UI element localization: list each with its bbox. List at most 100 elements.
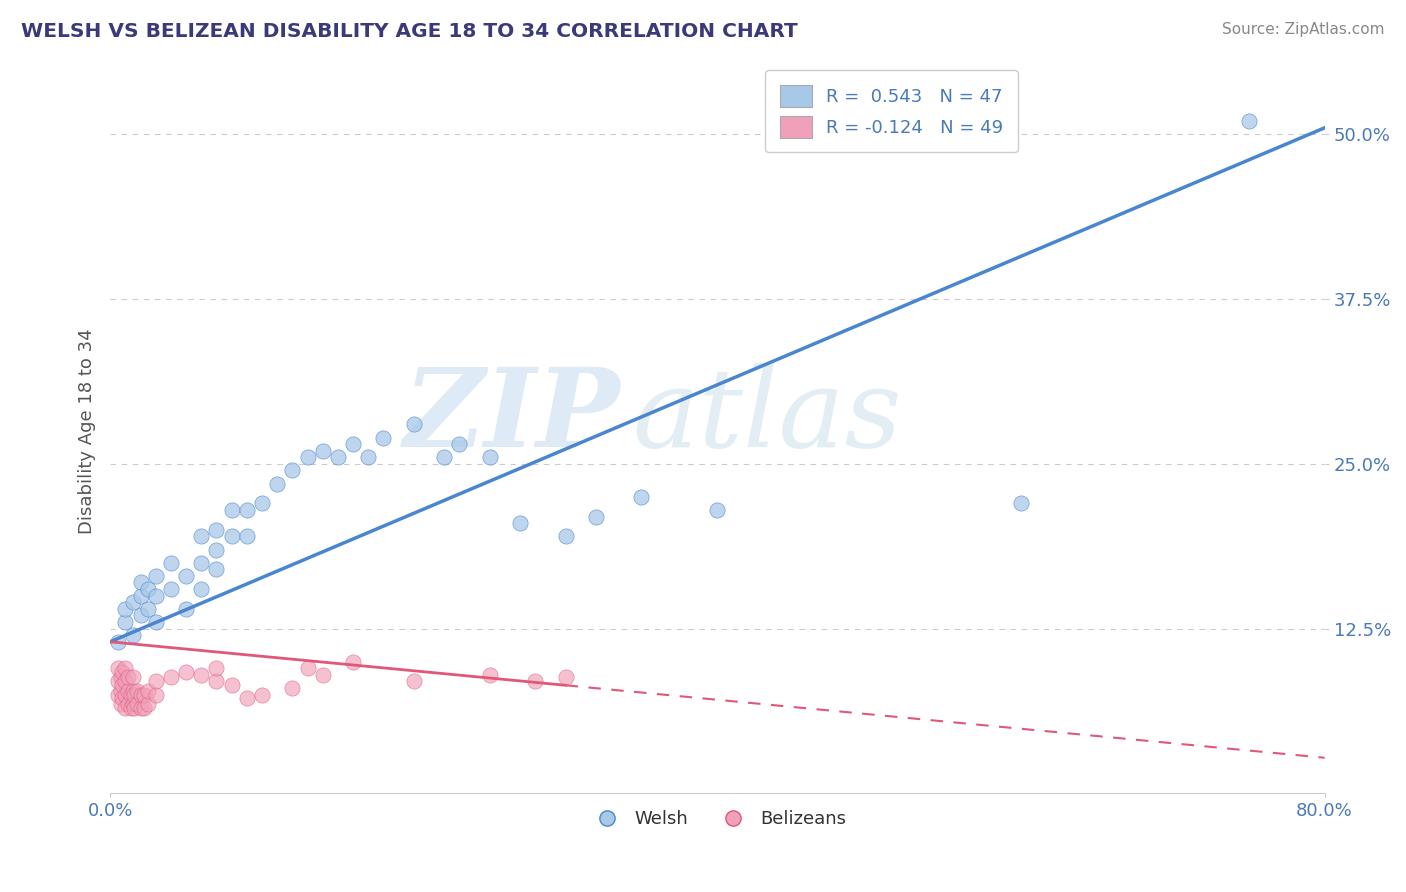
Point — [1237, 114, 1260, 128]
Point — [554, 670, 576, 684]
Point — [342, 437, 364, 451]
Point — [129, 589, 152, 603]
Point — [190, 529, 212, 543]
Point — [110, 683, 132, 698]
Point — [124, 688, 146, 702]
Point — [221, 529, 243, 543]
Point — [250, 496, 273, 510]
Point — [127, 683, 149, 698]
Point — [297, 661, 319, 675]
Point — [136, 683, 159, 698]
Point — [297, 450, 319, 465]
Point — [111, 678, 134, 692]
Point — [132, 700, 155, 714]
Point — [236, 503, 259, 517]
Point — [174, 602, 197, 616]
Point — [174, 569, 197, 583]
Point — [236, 529, 259, 543]
Point — [129, 700, 152, 714]
Point — [110, 697, 132, 711]
Point — [122, 697, 145, 711]
Point — [129, 608, 152, 623]
Point — [250, 688, 273, 702]
Point — [205, 523, 228, 537]
Point — [114, 700, 136, 714]
Text: atlas: atlas — [633, 363, 903, 470]
Point — [205, 674, 228, 689]
Text: Source: ZipAtlas.com: Source: ZipAtlas.com — [1222, 22, 1385, 37]
Point — [205, 661, 228, 675]
Point — [326, 450, 349, 465]
Point — [117, 670, 139, 684]
Point — [357, 450, 380, 465]
Point — [402, 417, 425, 432]
Point — [205, 562, 228, 576]
Point — [1010, 496, 1032, 510]
Point — [190, 582, 212, 596]
Point — [122, 628, 145, 642]
Point — [111, 691, 134, 706]
Point — [132, 688, 155, 702]
Point — [190, 667, 212, 681]
Point — [114, 602, 136, 616]
Point — [630, 490, 652, 504]
Point — [129, 575, 152, 590]
Point — [145, 688, 167, 702]
Point — [433, 450, 456, 465]
Point — [160, 670, 183, 684]
Point — [120, 688, 142, 702]
Point — [124, 700, 146, 714]
Point — [114, 674, 136, 689]
Point — [478, 667, 501, 681]
Point — [190, 556, 212, 570]
Point — [107, 634, 129, 648]
Point — [373, 430, 395, 444]
Point — [205, 542, 228, 557]
Point — [524, 674, 547, 689]
Point — [509, 516, 531, 531]
Point — [107, 674, 129, 689]
Point — [312, 667, 335, 681]
Point — [136, 697, 159, 711]
Point — [107, 661, 129, 675]
Text: WELSH VS BELIZEAN DISABILITY AGE 18 TO 34 CORRELATION CHART: WELSH VS BELIZEAN DISABILITY AGE 18 TO 3… — [21, 22, 797, 41]
Point — [110, 670, 132, 684]
Point — [145, 674, 167, 689]
Point — [221, 678, 243, 692]
Point — [585, 509, 607, 524]
Point — [160, 582, 183, 596]
Point — [221, 503, 243, 517]
Point — [117, 683, 139, 698]
Point — [127, 697, 149, 711]
Point — [122, 670, 145, 684]
Point — [342, 655, 364, 669]
Point — [122, 683, 145, 698]
Point — [478, 450, 501, 465]
Point — [129, 688, 152, 702]
Point — [312, 443, 335, 458]
Point — [136, 582, 159, 596]
Text: ZIP: ZIP — [404, 363, 620, 470]
Point — [145, 615, 167, 629]
Point — [114, 688, 136, 702]
Point — [160, 556, 183, 570]
Point — [136, 602, 159, 616]
Point — [114, 661, 136, 675]
Point — [111, 665, 134, 679]
Y-axis label: Disability Age 18 to 34: Disability Age 18 to 34 — [79, 328, 96, 533]
Point — [266, 476, 288, 491]
Point — [114, 615, 136, 629]
Point — [281, 681, 304, 695]
Point — [120, 700, 142, 714]
Point — [117, 697, 139, 711]
Point — [174, 665, 197, 679]
Point — [145, 569, 167, 583]
Point — [122, 595, 145, 609]
Point — [145, 589, 167, 603]
Point — [107, 688, 129, 702]
Point — [449, 437, 471, 451]
Point — [281, 463, 304, 477]
Point — [706, 503, 728, 517]
Point — [236, 691, 259, 706]
Point — [402, 674, 425, 689]
